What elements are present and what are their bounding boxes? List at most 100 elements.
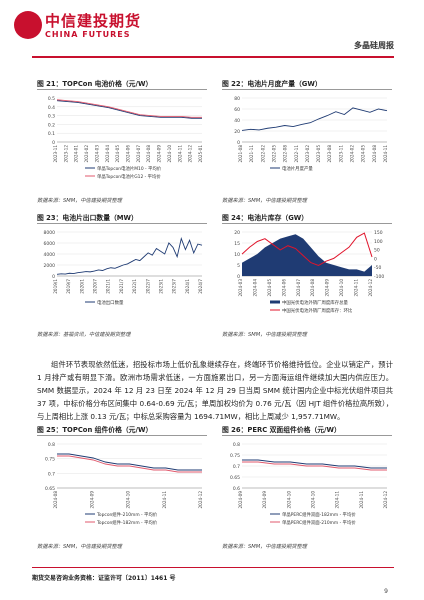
- y-tick-label: 2000: [44, 263, 56, 269]
- x-tick-label: 2024-10: [339, 279, 344, 297]
- y-tick-label: 0.6: [233, 486, 240, 492]
- y-tick-label-right: 0: [374, 256, 377, 262]
- fig21-title: 图 21：TOPCon 电池价格（元/W）: [37, 80, 153, 88]
- y-tick-label-right: 150: [374, 230, 383, 236]
- y-tick-label-right: 100: [374, 239, 383, 245]
- legend-label: 单晶PERC组件双面-182mm - 平均价: [282, 511, 356, 518]
- x-tick-label: 2024-03: [94, 145, 99, 163]
- x-tick-label: 2024-06: [281, 279, 286, 297]
- y-tick-label: 0.65: [45, 486, 55, 492]
- logo-cn: 中信建投期货: [45, 12, 142, 30]
- x-tick-label: 2021-11: [249, 145, 254, 163]
- series-line: [56, 237, 203, 275]
- y-tick-label: 0.7: [48, 471, 55, 477]
- x-tick-label: 2024-10: [167, 145, 172, 163]
- legend-label: Topcon组件-210mm - 平均价: [96, 511, 158, 518]
- header-divider: [32, 56, 394, 58]
- fig26-source: 数据来源：SMM，中信建投期货整理: [222, 544, 307, 550]
- y-tick-label: 10: [234, 252, 240, 258]
- x-tick-label: 2023-12: [63, 145, 68, 163]
- x-tick-label: 2024-02: [84, 145, 89, 163]
- y-tick-label: 0.65: [230, 475, 240, 481]
- x-tick-label: 2024-06: [126, 145, 131, 163]
- series-line: [241, 232, 373, 266]
- x-tick-label: 2020/7: [93, 279, 98, 294]
- x-tick-label: 2024-11: [354, 279, 359, 297]
- legend-label: 中国光伏电池外销厂周度库存总量: [282, 299, 348, 306]
- fig21-rule: [37, 89, 207, 90]
- x-tick-label: 2024-12: [383, 491, 388, 509]
- x-tick-label: 2024-12: [368, 279, 373, 297]
- fig22-title: 图 22：电池片月度产量（GW）: [222, 80, 322, 88]
- fig26-title: 图 26：PERC 双面组件价格（元/W）: [222, 426, 341, 434]
- y-tick-label: 6000: [44, 241, 56, 247]
- y-tick-label: 0: [52, 140, 55, 146]
- fig25-source: 数据来源：SMM，中信建投期货整理: [37, 544, 122, 550]
- y-tick-label: 80: [234, 96, 240, 102]
- body-paragraph: 组件环节表现依然低迷，招投标市场上低价乱象继续存在，终端环节价格维持低位。企业以…: [37, 360, 393, 421]
- y-tick-label: 20: [234, 129, 240, 135]
- x-tick-label: 2019/7: [66, 279, 71, 294]
- fig25-rule: [37, 435, 207, 436]
- series-line: [57, 455, 202, 473]
- company-logo-icon: [14, 11, 42, 39]
- footer-license: 期货交易咨询业务资格：证监许可〔2011〕1461 号: [32, 575, 176, 582]
- x-tick-label: 2024-02: [350, 145, 355, 163]
- y-tick-label: 0: [52, 274, 55, 280]
- x-tick-label: 2024-11: [177, 145, 182, 163]
- series-line: [56, 99, 202, 118]
- x-tick-label: 2023/1: [158, 279, 163, 294]
- x-tick-label: 2024-12: [188, 145, 193, 163]
- x-tick-label: 2025-01: [198, 145, 203, 163]
- y-tick-label: 40: [234, 118, 240, 124]
- x-tick-label: 2024-09: [262, 491, 267, 509]
- x-tick-label: 2019/1: [53, 279, 58, 294]
- y-tick-label: 0.8: [233, 442, 240, 448]
- x-tick-label: 2024-05: [115, 145, 120, 163]
- series-line: [242, 459, 387, 469]
- x-tick-label: 2022-02: [260, 145, 265, 163]
- fig26-rule: [222, 435, 392, 436]
- y-tick-label: 0.2: [48, 122, 55, 128]
- x-tick-label: 2024-05: [267, 279, 272, 297]
- y-tick-label-right: -100: [374, 274, 384, 280]
- logo-en: CHINA FUTURES: [45, 30, 131, 39]
- report-name: 多晶硅周报: [354, 41, 394, 50]
- x-tick-label: 2024-08: [310, 279, 315, 297]
- series-area: [242, 234, 372, 276]
- x-tick-label: 2024-09: [325, 279, 330, 297]
- fig24-title: 图 24：电池片库存（GW）: [222, 214, 309, 222]
- y-tick-label: 4000: [44, 252, 56, 258]
- fig24-rule: [222, 223, 392, 224]
- x-tick-label: 2024-11: [359, 491, 364, 509]
- x-tick-label: 2021/7: [119, 279, 124, 294]
- fig21-source: 数据来源：SMM，中信建投期货整理: [37, 198, 122, 204]
- x-tick-label: 2023-08: [327, 145, 332, 163]
- series-line: [57, 453, 202, 471]
- legend-label: 单晶Topcon电池片G12 - 平均价: [97, 173, 161, 180]
- x-tick-label: 2024-08: [53, 491, 58, 509]
- x-tick-label: 2024-04: [105, 145, 110, 163]
- y-tick-label: 0.8: [48, 442, 55, 448]
- x-tick-label: 2022-11: [294, 145, 299, 163]
- x-tick-label: 2024-08: [372, 145, 377, 163]
- y-tick-label-right: 50: [374, 248, 380, 254]
- x-tick-label: 2024/1: [185, 279, 190, 294]
- x-tick-label: 2022-05: [271, 145, 276, 163]
- page-number: 9: [384, 588, 388, 595]
- x-tick-label: 2024-07: [296, 279, 301, 297]
- legend-label: 中国光伏电池外销厂周度库存：环比: [282, 307, 353, 314]
- x-tick-label: 2024-11: [162, 491, 167, 509]
- y-tick-label: 60: [234, 107, 240, 113]
- x-tick-label: 2024-09: [238, 491, 243, 509]
- y-tick-label: 0.7: [233, 464, 240, 470]
- y-tick-label: 0: [237, 274, 240, 280]
- y-tick-label: 0.4: [48, 105, 55, 111]
- y-tick-label: 0: [237, 140, 240, 146]
